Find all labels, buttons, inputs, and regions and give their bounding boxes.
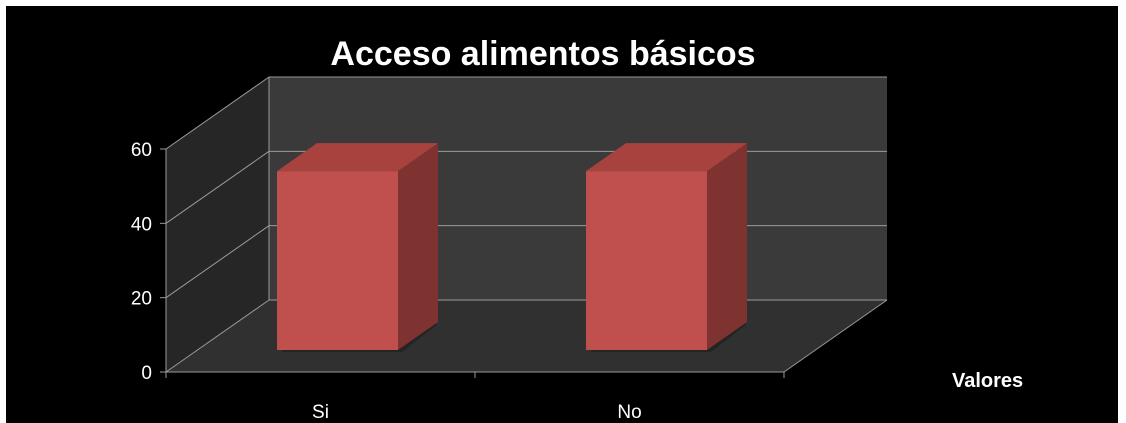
x-category-label: No (617, 402, 641, 423)
gridline-side (165, 76, 270, 150)
bar-side (707, 143, 747, 350)
legend-label: Valores (952, 370, 1023, 392)
chart-title: Acceso alimentos básicos (330, 35, 755, 73)
gridline-side (165, 225, 270, 299)
x-category-label: Si (312, 402, 329, 423)
floor-right-edge (783, 299, 888, 373)
bar-top (586, 143, 747, 172)
y-tick-label: 0 (141, 363, 152, 384)
gridline-side (165, 150, 270, 224)
bar-side (398, 143, 438, 350)
bar-top (277, 143, 438, 172)
gridline-side (165, 299, 270, 373)
bar-front (586, 171, 707, 350)
side-wall (166, 77, 269, 372)
y-tick-label: 20 (131, 289, 152, 310)
chart-frame: 0 20 40 60 Si No Acceso alimentos básicos Val… (6, 6, 1118, 423)
y-tick-label: 60 (131, 140, 152, 161)
bar-front (277, 171, 398, 350)
chart-svg: 0 20 40 60 Si No Acceso alimentos básicos Val… (131, 35, 1023, 423)
floor (166, 300, 887, 372)
y-tick-label: 40 (131, 214, 152, 235)
plot-area: 0 20 40 60 Si No (131, 76, 888, 423)
